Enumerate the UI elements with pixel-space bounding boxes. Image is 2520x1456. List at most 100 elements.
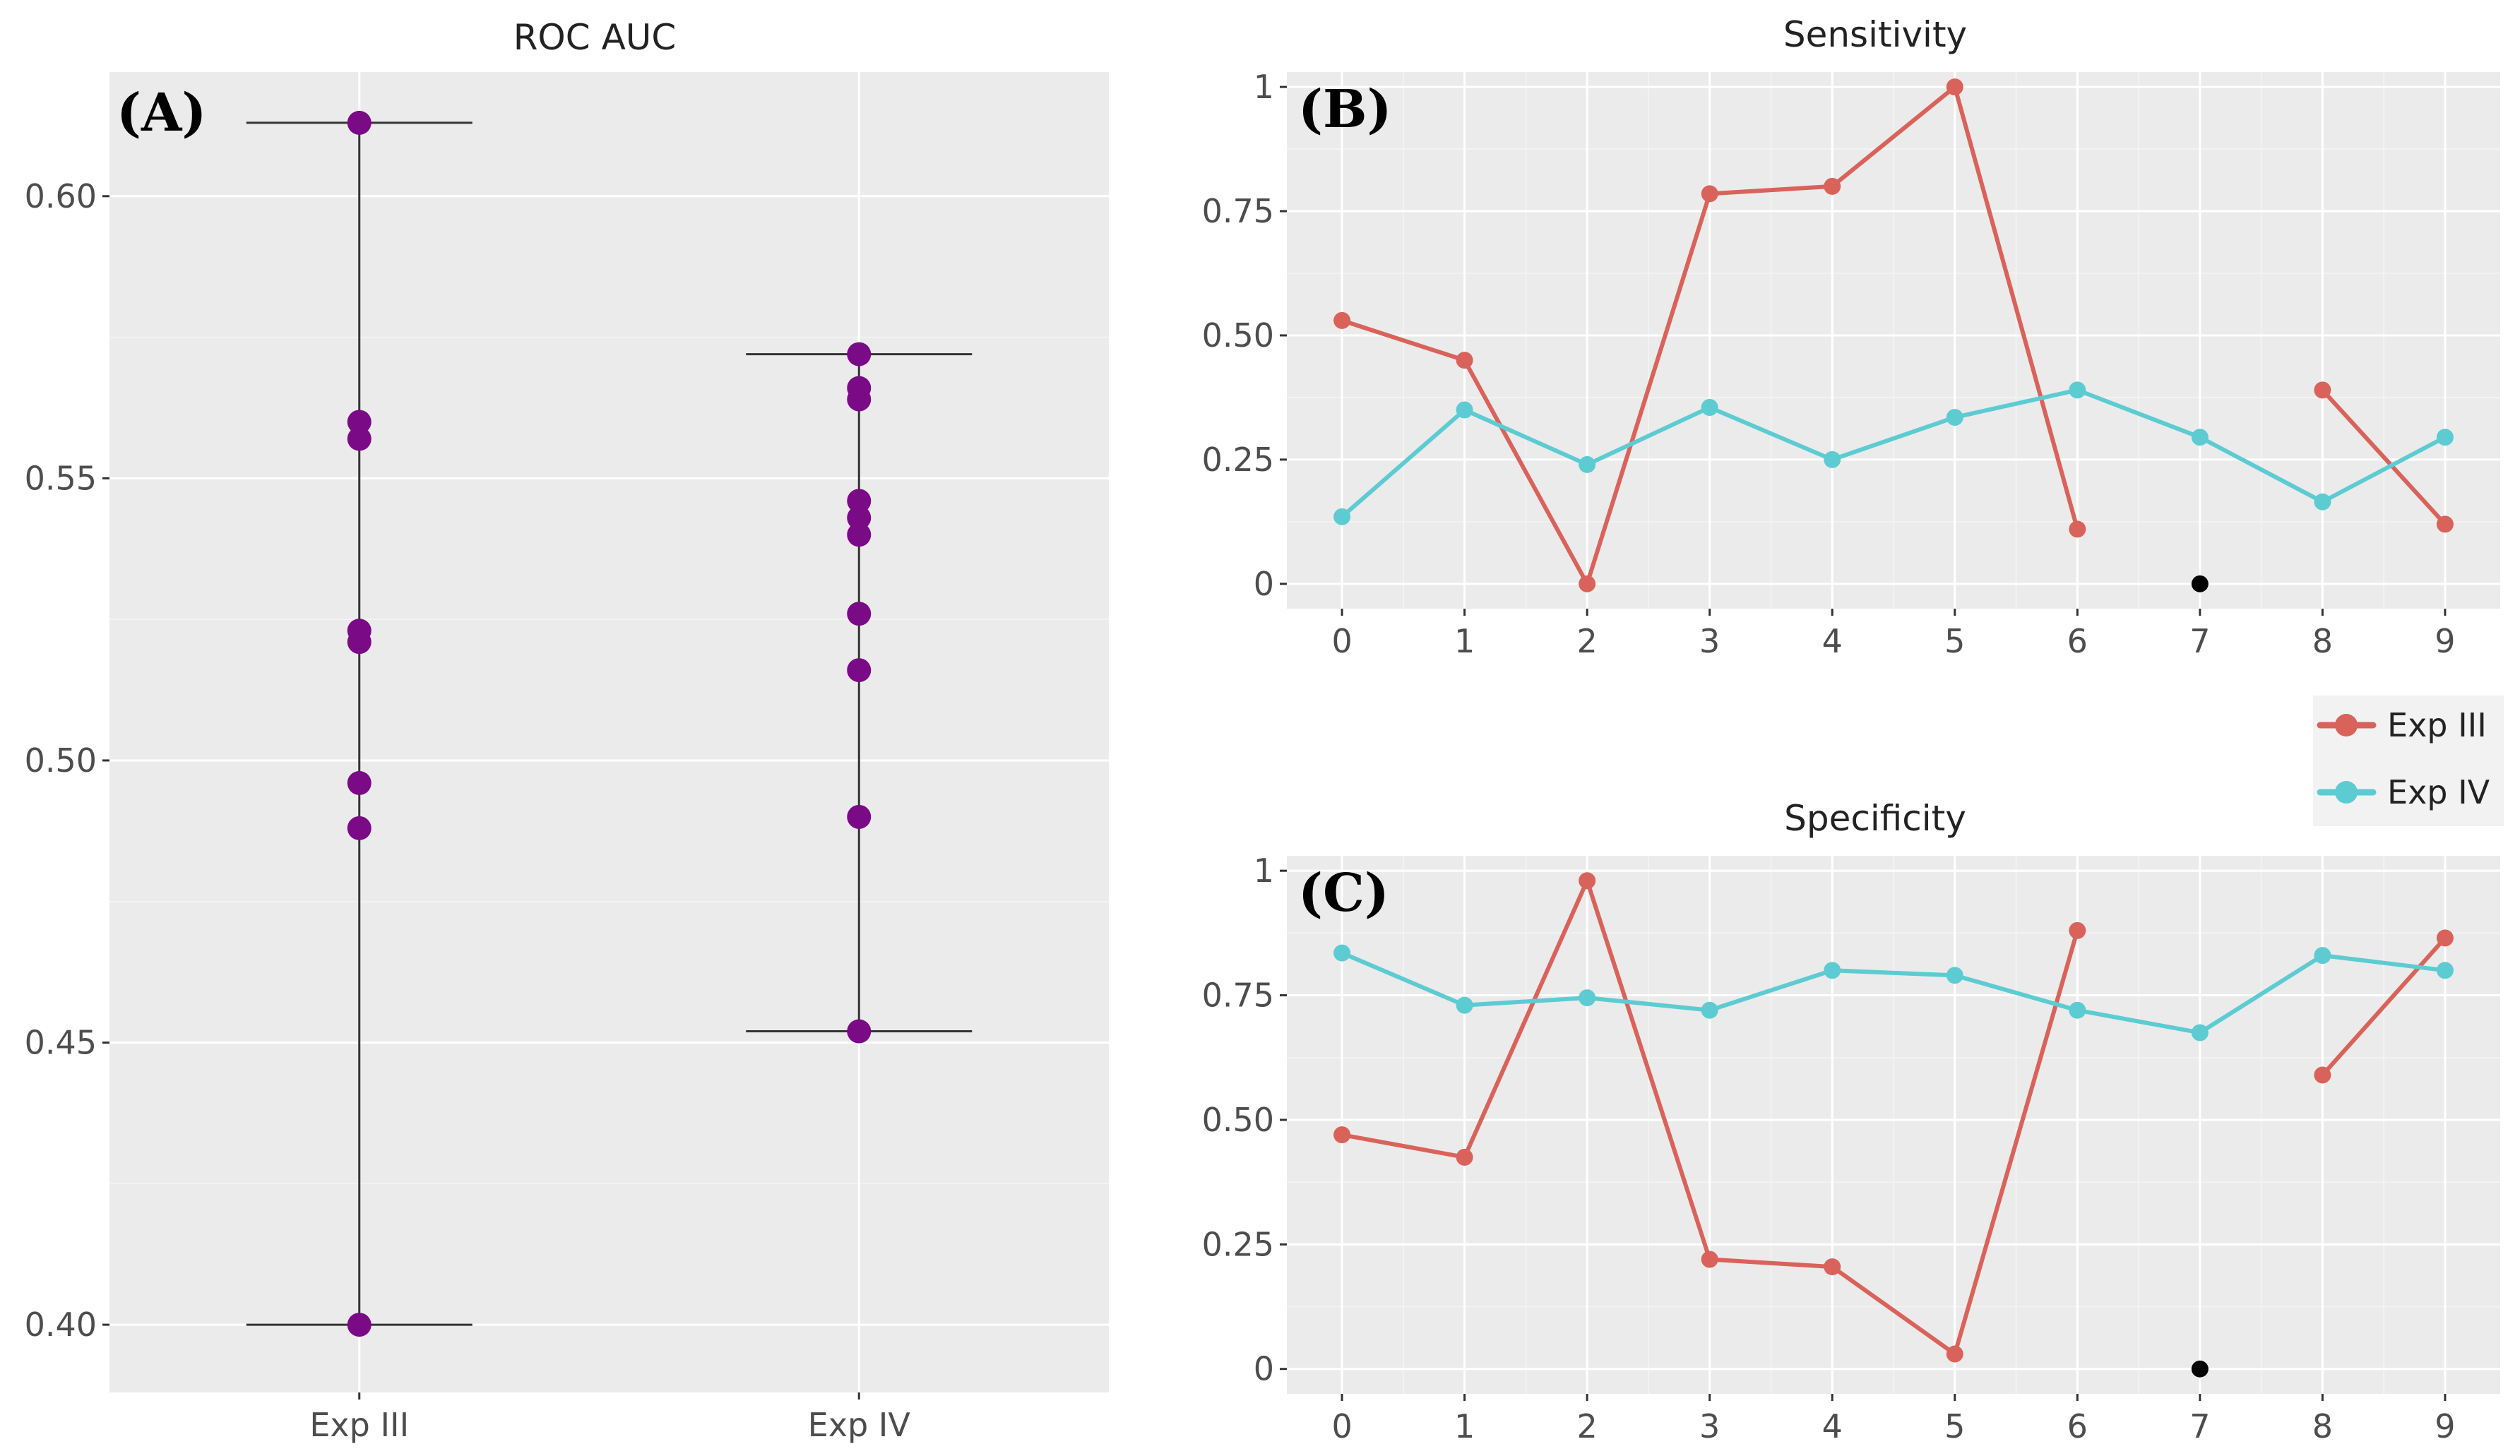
data-point-exp-iv [2069,381,2086,399]
data-point-exp-iii [1824,1258,1841,1276]
x-tick-label: 5 [1944,1407,1965,1445]
x-tick-label: Exp III [309,1406,409,1444]
legend-item-exp-iv: Exp IV [2317,773,2490,811]
data-point-exp-iv [847,523,872,547]
x-tick-label: 0 [1331,1407,1352,1445]
data-point-exp-iii [2314,381,2331,399]
data-point-exp-iii [2069,520,2086,538]
data-point-exp-iii [2436,929,2454,947]
legend-item-exp-iii: Exp III [2317,706,2487,744]
legend-marker-exp-iv [2335,781,2358,804]
data-point-exp-iii [1824,177,1841,195]
roc-auc-title: ROC AUC [513,17,677,58]
data-point-exp-iii [1456,1148,1473,1166]
data-point-exp-iv [1701,399,1718,416]
y-tick-label: 0.60 [25,177,97,215]
data-point-exp-iv [847,506,872,530]
y-tick-label: 0.25 [1202,1225,1274,1263]
data-point-exp-iv [847,489,872,513]
data-point-exp-iii [1946,1345,1963,1363]
data-point-exp-iv [1333,944,1351,962]
data-point-exp-iv [1333,508,1351,525]
missing-value-point [2191,575,2209,592]
data-point-exp-iv [2436,962,2454,979]
data-point-exp-iv [847,1019,872,1044]
data-point-exp-iii [347,816,372,840]
x-tick-label: 9 [2435,622,2455,660]
series-line-exp-iii [2321,936,2447,1077]
roc-auc-panel: 0.40 0.45 0.50 0.55 0.60 Exp III Exp IV ROC AU… [25,17,1109,1444]
legend-label-exp-iv: Exp IV [2387,773,2490,811]
y-tick-label: 0.40 [25,1306,97,1344]
x-tick-label: 0 [1331,622,1352,660]
data-point-exp-iv [1701,1001,1718,1019]
data-point-exp-iii [1456,352,1473,369]
data-point-exp-iii [1333,1126,1351,1144]
series-line-exp-iv [1341,388,2447,519]
data-point-exp-iv [2191,1024,2209,1042]
series-line-exp-iii [2321,388,2447,526]
y-tick-label: 0.45 [25,1024,97,1062]
sensitivity-panel: 0 0.25 0.50 0.75 1 0 1 2 3 4 5 6 7 8 9 Sensitivity (B) [1202,14,2500,660]
data-point-exp-iv [1824,962,1841,979]
sensitivity-axes: 0 0.25 0.50 0.75 1 0 1 2 3 4 5 6 7 8 9 [1202,68,2456,660]
y-tick-label: 0.25 [1202,441,1274,479]
data-point-exp-iv [847,602,872,626]
roc-auc-plot-area [109,72,1109,1392]
x-tick-label: 8 [2312,622,2333,660]
y-tick-label: 0.50 [1202,1101,1274,1139]
data-point-exp-iii [2314,1066,2331,1084]
data-point-exp-iv [2314,493,2331,511]
data-point-exp-iv [1946,409,1963,426]
y-tick-label: 1 [1254,852,1274,890]
y-tick-label: 0.75 [1202,192,1274,230]
data-point-exp-iv [1456,401,1473,419]
y-tick-label: 0.75 [1202,977,1274,1015]
y-tick-label: 0 [1254,565,1274,603]
data-point-exp-iii [2069,921,2086,939]
x-tick-label: 4 [1822,1407,1843,1445]
panel-label-c: (C) [1298,863,1389,924]
y-tick-label: 0.50 [25,741,97,780]
missing-value-point [2191,1360,2209,1378]
x-tick-label: Exp IV [808,1406,911,1444]
x-tick-label: 9 [2435,1407,2455,1445]
y-tick-label: 0 [1254,1350,1274,1388]
data-point-exp-iii [1701,185,1718,203]
data-point-exp-iii [1946,78,1963,96]
data-point-exp-iv [2314,947,2331,965]
x-tick-label: 3 [1699,622,1720,660]
data-point-exp-iv [2069,1001,2086,1019]
specificity-marks [1333,872,2454,1378]
data-point-exp-iii [347,410,372,434]
y-tick-label: 1 [1254,68,1274,106]
panel-label-a: (A) [117,83,206,143]
sensitivity-title: Sensitivity [1783,14,1967,55]
x-tick-label: 2 [1577,622,1598,660]
data-point-exp-iv [1946,967,1963,984]
data-point-exp-iv [1824,450,1841,468]
data-point-exp-iv [1456,996,1473,1014]
data-point-exp-iii [2436,515,2454,533]
data-point-exp-iii [1333,311,1351,329]
x-tick-label: 6 [2067,622,2088,660]
series-line-exp-iv [1341,950,2446,1035]
specificity-axes: 0 0.25 0.50 0.75 1 0 1 2 3 4 5 6 7 8 9 [1202,852,2456,1445]
x-tick-label: 7 [2189,622,2210,660]
roc-auc-marks [246,110,973,1337]
data-point-exp-iii [347,110,372,135]
data-point-exp-iv [1579,989,1596,1007]
data-point-exp-iv [2191,429,2209,446]
data-point-exp-iv [1579,455,1596,473]
x-tick-label: 4 [1822,622,1843,660]
data-point-exp-iii [1579,575,1596,592]
data-point-exp-iii [347,426,372,451]
legend-label-exp-iii: Exp III [2387,706,2487,744]
data-point-exp-iii [347,770,372,795]
specificity-title: Specificity [1784,798,1966,839]
data-point-exp-iii [1579,872,1596,890]
data-point-exp-iv [847,658,872,683]
data-point-exp-iv [847,387,872,412]
x-tick-label: 7 [2189,1407,2210,1445]
